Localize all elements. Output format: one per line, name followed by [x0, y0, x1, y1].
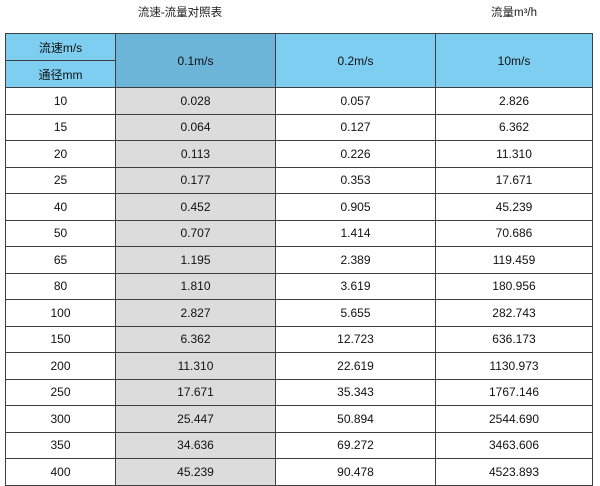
cell-dn: 20: [5, 140, 116, 168]
flow-velocity-table: 流速m/s 0.1m/s 0.2m/s 10m/s 通径mm 10 0.028 …: [5, 33, 593, 486]
cell-dn: 250: [5, 378, 116, 406]
table-row: 50 0.707 1.414 70.686: [5, 219, 593, 247]
table-row: 150 6.362 12.723 636.173: [5, 325, 593, 353]
cell-v10: 180.956: [435, 272, 593, 300]
cell-v01: 1.195: [115, 246, 276, 274]
cell-v01: 0.113: [115, 140, 276, 168]
table-row: 200 11.310 22.619 1130.973: [5, 352, 593, 380]
cell-v10: 119.459: [435, 246, 593, 274]
column-header-1: 0.2m/s: [275, 33, 436, 88]
cell-v01: 25.447: [115, 405, 276, 433]
table-row: 100 2.827 5.655 282.743: [5, 299, 593, 327]
cell-dn: 100: [5, 299, 116, 327]
cell-dn: 300: [5, 405, 116, 433]
cell-v10: 1130.973: [435, 352, 593, 380]
cell-v02: 50.894: [275, 405, 436, 433]
cell-v02: 90.478: [275, 458, 436, 486]
cell-v01: 0.707: [115, 219, 276, 247]
cell-v10: 4523.893: [435, 458, 593, 486]
cell-v10: 1767.146: [435, 378, 593, 406]
cell-dn: 400: [5, 458, 116, 486]
cell-v10: 636.173: [435, 325, 593, 353]
table-row: 300 25.447 50.894 2544.690: [5, 405, 593, 433]
cell-v01: 6.362: [115, 325, 276, 353]
table-row: 20 0.113 0.226 11.310: [5, 140, 593, 168]
cell-v10: 17.671: [435, 166, 593, 194]
cell-v02: 0.057: [275, 87, 436, 115]
cell-dn: 40: [5, 193, 116, 221]
cell-dn: 25: [5, 166, 116, 194]
cell-dn: 350: [5, 431, 116, 459]
cell-v02: 0.353: [275, 166, 436, 194]
flow-unit-label: 流量m³/h: [491, 7, 537, 19]
table-row: 15 0.064 0.127 6.362: [5, 113, 593, 141]
cell-v10: 6.362: [435, 113, 593, 141]
cell-v02: 69.272: [275, 431, 436, 459]
cell-v01: 11.310: [115, 352, 276, 380]
table-row: 65 1.195 2.389 119.459: [5, 246, 593, 274]
cell-v01: 2.827: [115, 299, 276, 327]
cell-dn: 65: [5, 246, 116, 274]
cell-v10: 2544.690: [435, 405, 593, 433]
cell-v02: 35.343: [275, 378, 436, 406]
cell-v02: 0.226: [275, 140, 436, 168]
table-row: 350 34.636 69.272 3463.606: [5, 431, 593, 459]
cell-v02: 3.619: [275, 272, 436, 300]
cell-v01: 0.028: [115, 87, 276, 115]
cell-v02: 22.619: [275, 352, 436, 380]
cell-v10: 45.239: [435, 193, 593, 221]
cell-v01: 0.177: [115, 166, 276, 194]
cell-v02: 2.389: [275, 246, 436, 274]
cell-v02: 12.723: [275, 325, 436, 353]
corner-header-velocity: 流速m/s: [5, 33, 116, 61]
cell-dn: 10: [5, 87, 116, 115]
cell-v01: 45.239: [115, 458, 276, 486]
table-row: 250 17.671 35.343 1767.146: [5, 378, 593, 406]
cell-v02: 0.905: [275, 193, 436, 221]
caption-row: 流速-流量对照表 流量m³/h: [0, 0, 600, 32]
chart-title: 流速-流量对照表: [137, 7, 223, 19]
cell-v02: 1.414: [275, 219, 436, 247]
table-row: 80 1.810 3.619 180.956: [5, 272, 593, 300]
cell-v10: 70.686: [435, 219, 593, 247]
cell-v01: 34.636: [115, 431, 276, 459]
cell-v02: 5.655: [275, 299, 436, 327]
flow-velocity-table-wrapper: 流速m/s 0.1m/s 0.2m/s 10m/s 通径mm 10 0.028 …: [5, 33, 593, 486]
column-header-2: 10m/s: [435, 33, 593, 88]
table-header-row-top: 流速m/s 0.1m/s 0.2m/s 10m/s: [5, 33, 593, 88]
table-header-row-bottom: 通径mm: [5, 60, 593, 88]
cell-v01: 1.810: [115, 272, 276, 300]
table-row: 25 0.177 0.353 17.671: [5, 166, 593, 194]
table-row: 40 0.452 0.905 45.239: [5, 193, 593, 221]
cell-v10: 282.743: [435, 299, 593, 327]
cell-dn: 15: [5, 113, 116, 141]
cell-v02: 0.127: [275, 113, 436, 141]
cell-v10: 11.310: [435, 140, 593, 168]
cell-v01: 0.064: [115, 113, 276, 141]
cell-dn: 200: [5, 352, 116, 380]
cell-dn: 150: [5, 325, 116, 353]
cell-v10: 2.826: [435, 87, 593, 115]
cell-dn: 80: [5, 272, 116, 300]
cell-dn: 50: [5, 219, 116, 247]
corner-header-diameter: 通径mm: [5, 60, 116, 88]
column-header-0: 0.1m/s: [115, 33, 276, 88]
cell-v10: 3463.606: [435, 431, 593, 459]
cell-v01: 0.452: [115, 193, 276, 221]
table-row: 10 0.028 0.057 2.826: [5, 87, 593, 115]
table-row: 400 45.239 90.478 4523.893: [5, 458, 593, 486]
table-body: 流速m/s 0.1m/s 0.2m/s 10m/s 通径mm 10 0.028 …: [5, 33, 593, 486]
cell-v01: 17.671: [115, 378, 276, 406]
